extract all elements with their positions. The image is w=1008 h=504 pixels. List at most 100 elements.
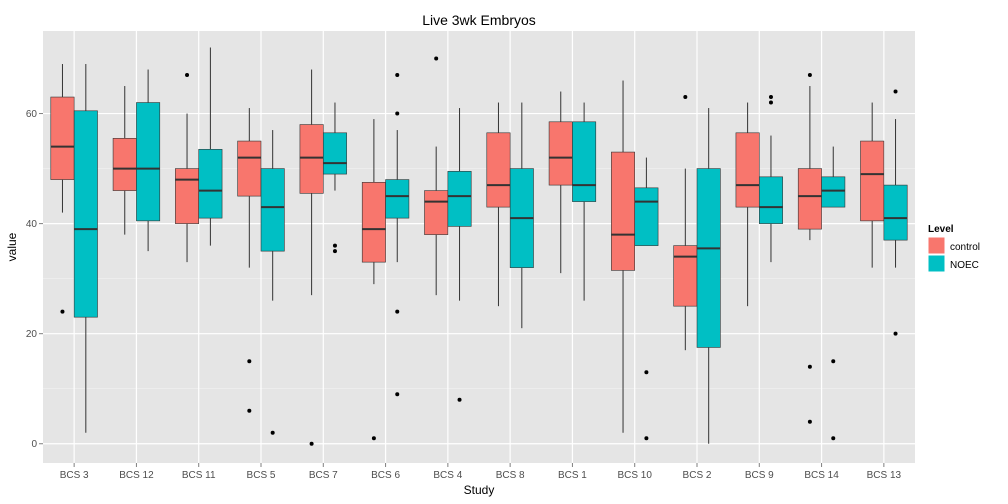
outlier-point xyxy=(371,436,376,441)
box-control-bcs-12 xyxy=(112,86,137,235)
x-tick-label: BCS 13 xyxy=(867,470,902,481)
box-noec-bcs-2 xyxy=(696,108,721,444)
outlier-point xyxy=(831,436,836,441)
outlier-point xyxy=(185,73,190,78)
outlier-point xyxy=(831,359,836,364)
box-body xyxy=(424,190,449,235)
box-body xyxy=(548,121,573,186)
box-noec-bcs-5 xyxy=(260,130,285,435)
x-tick-label: BCS 7 xyxy=(309,470,338,481)
outlier-point xyxy=(644,370,649,375)
box-control-bcs-4 xyxy=(424,56,449,296)
outlier-point xyxy=(395,309,400,314)
box-body xyxy=(611,151,636,271)
box-body xyxy=(758,176,783,224)
box-marks xyxy=(50,47,908,446)
box-noec-bcs-9 xyxy=(758,95,783,263)
box-noec-bcs-13 xyxy=(883,89,908,336)
box-body xyxy=(136,102,161,222)
outlier-point xyxy=(270,430,275,435)
x-tick-label: BCS 8 xyxy=(496,470,525,481)
box-control-bcs-7 xyxy=(299,69,324,446)
box-noec-bcs-7 xyxy=(322,102,347,254)
box-control-bcs-3 xyxy=(50,64,75,314)
box-body xyxy=(112,138,137,191)
outlier-point xyxy=(807,364,812,369)
y-tick-label: 0 xyxy=(31,439,37,450)
box-noec-bcs-4 xyxy=(447,108,472,402)
legend-swatch-noec xyxy=(927,254,946,273)
outlier-point xyxy=(332,243,337,248)
x-tick-label: BCS 1 xyxy=(558,470,587,481)
box-body xyxy=(50,96,75,180)
y-tick-label: 60 xyxy=(26,109,38,120)
box-noec-bcs-6 xyxy=(385,73,410,397)
x-tick-label: BCS 2 xyxy=(683,470,712,481)
legend-label-noec: NOEC xyxy=(950,260,979,271)
y-tick-label: 20 xyxy=(26,329,38,340)
box-body xyxy=(175,168,200,224)
outlier-point xyxy=(644,436,649,441)
box-body xyxy=(361,182,386,263)
outlier-point xyxy=(807,419,812,424)
legend-swatch-control xyxy=(927,236,946,255)
box-control-bcs-10 xyxy=(611,80,636,433)
box-body xyxy=(447,171,472,227)
outlier-point xyxy=(247,408,252,413)
outlier-point xyxy=(807,73,812,78)
legend: Level control NOEC xyxy=(927,224,980,273)
outlier-point xyxy=(768,100,773,105)
box-control-bcs-1 xyxy=(548,91,573,274)
outlier-point xyxy=(893,89,898,94)
box-body xyxy=(73,110,98,318)
box-noec-bcs-11 xyxy=(198,47,223,246)
box-noec-bcs-12 xyxy=(136,69,161,252)
outlier-point xyxy=(768,95,773,100)
box-body xyxy=(673,245,698,307)
x-tick-label: BCS 6 xyxy=(371,470,400,481)
box-body xyxy=(385,179,410,219)
box-control-bcs-14 xyxy=(797,73,822,424)
box-control-bcs-9 xyxy=(735,102,760,307)
outlier-point xyxy=(395,111,400,116)
y-axis-title: value xyxy=(5,232,19,261)
outlier-point xyxy=(683,95,688,100)
box-control-bcs-2 xyxy=(673,95,698,351)
outlier-point xyxy=(395,73,400,78)
box-body xyxy=(237,140,262,197)
outlier-point xyxy=(434,56,439,61)
box-body xyxy=(486,132,511,208)
outlier-point xyxy=(247,359,252,364)
box-body xyxy=(821,176,846,208)
box-noec-bcs-8 xyxy=(509,102,534,329)
x-axis-ticks: BCS 3 BCS 12 BCS 11 BCS 5 BCS 7 BCS 6 BCS 4 BCS… xyxy=(60,463,902,481)
x-tick-label: BCS 3 xyxy=(60,470,89,481)
outlier-point xyxy=(457,397,462,402)
box-body xyxy=(572,121,597,202)
box-body xyxy=(883,184,908,241)
x-tick-label: BCS 5 xyxy=(247,470,276,481)
y-axis-ticks: 0 20 40 60 xyxy=(26,109,43,450)
outlier-point xyxy=(309,441,314,446)
x-tick-label: BCS 11 xyxy=(182,470,216,481)
box-control-bcs-6 xyxy=(361,119,386,441)
box-control-bcs-5 xyxy=(237,108,262,413)
outlier-point xyxy=(332,249,337,254)
box-body xyxy=(260,168,285,252)
box-noec-bcs-3 xyxy=(73,64,98,433)
x-tick-label: BCS 12 xyxy=(119,470,154,481)
box-noec-bcs-14 xyxy=(821,146,846,441)
box-body xyxy=(322,132,347,175)
x-tick-label: BCS 4 xyxy=(433,470,462,481)
box-noec-bcs-10 xyxy=(634,157,659,441)
box-noec-bcs-1 xyxy=(572,102,597,301)
box-body xyxy=(797,168,822,230)
box-body xyxy=(198,149,223,219)
plot-background xyxy=(43,31,915,463)
x-tick-label: BCS 10 xyxy=(617,470,652,481)
box-body xyxy=(860,140,885,222)
box-body xyxy=(696,168,721,348)
box-body xyxy=(735,132,760,208)
chart-title: Live 3wk Embryos xyxy=(422,12,536,28)
legend-title: Level xyxy=(928,224,954,235)
